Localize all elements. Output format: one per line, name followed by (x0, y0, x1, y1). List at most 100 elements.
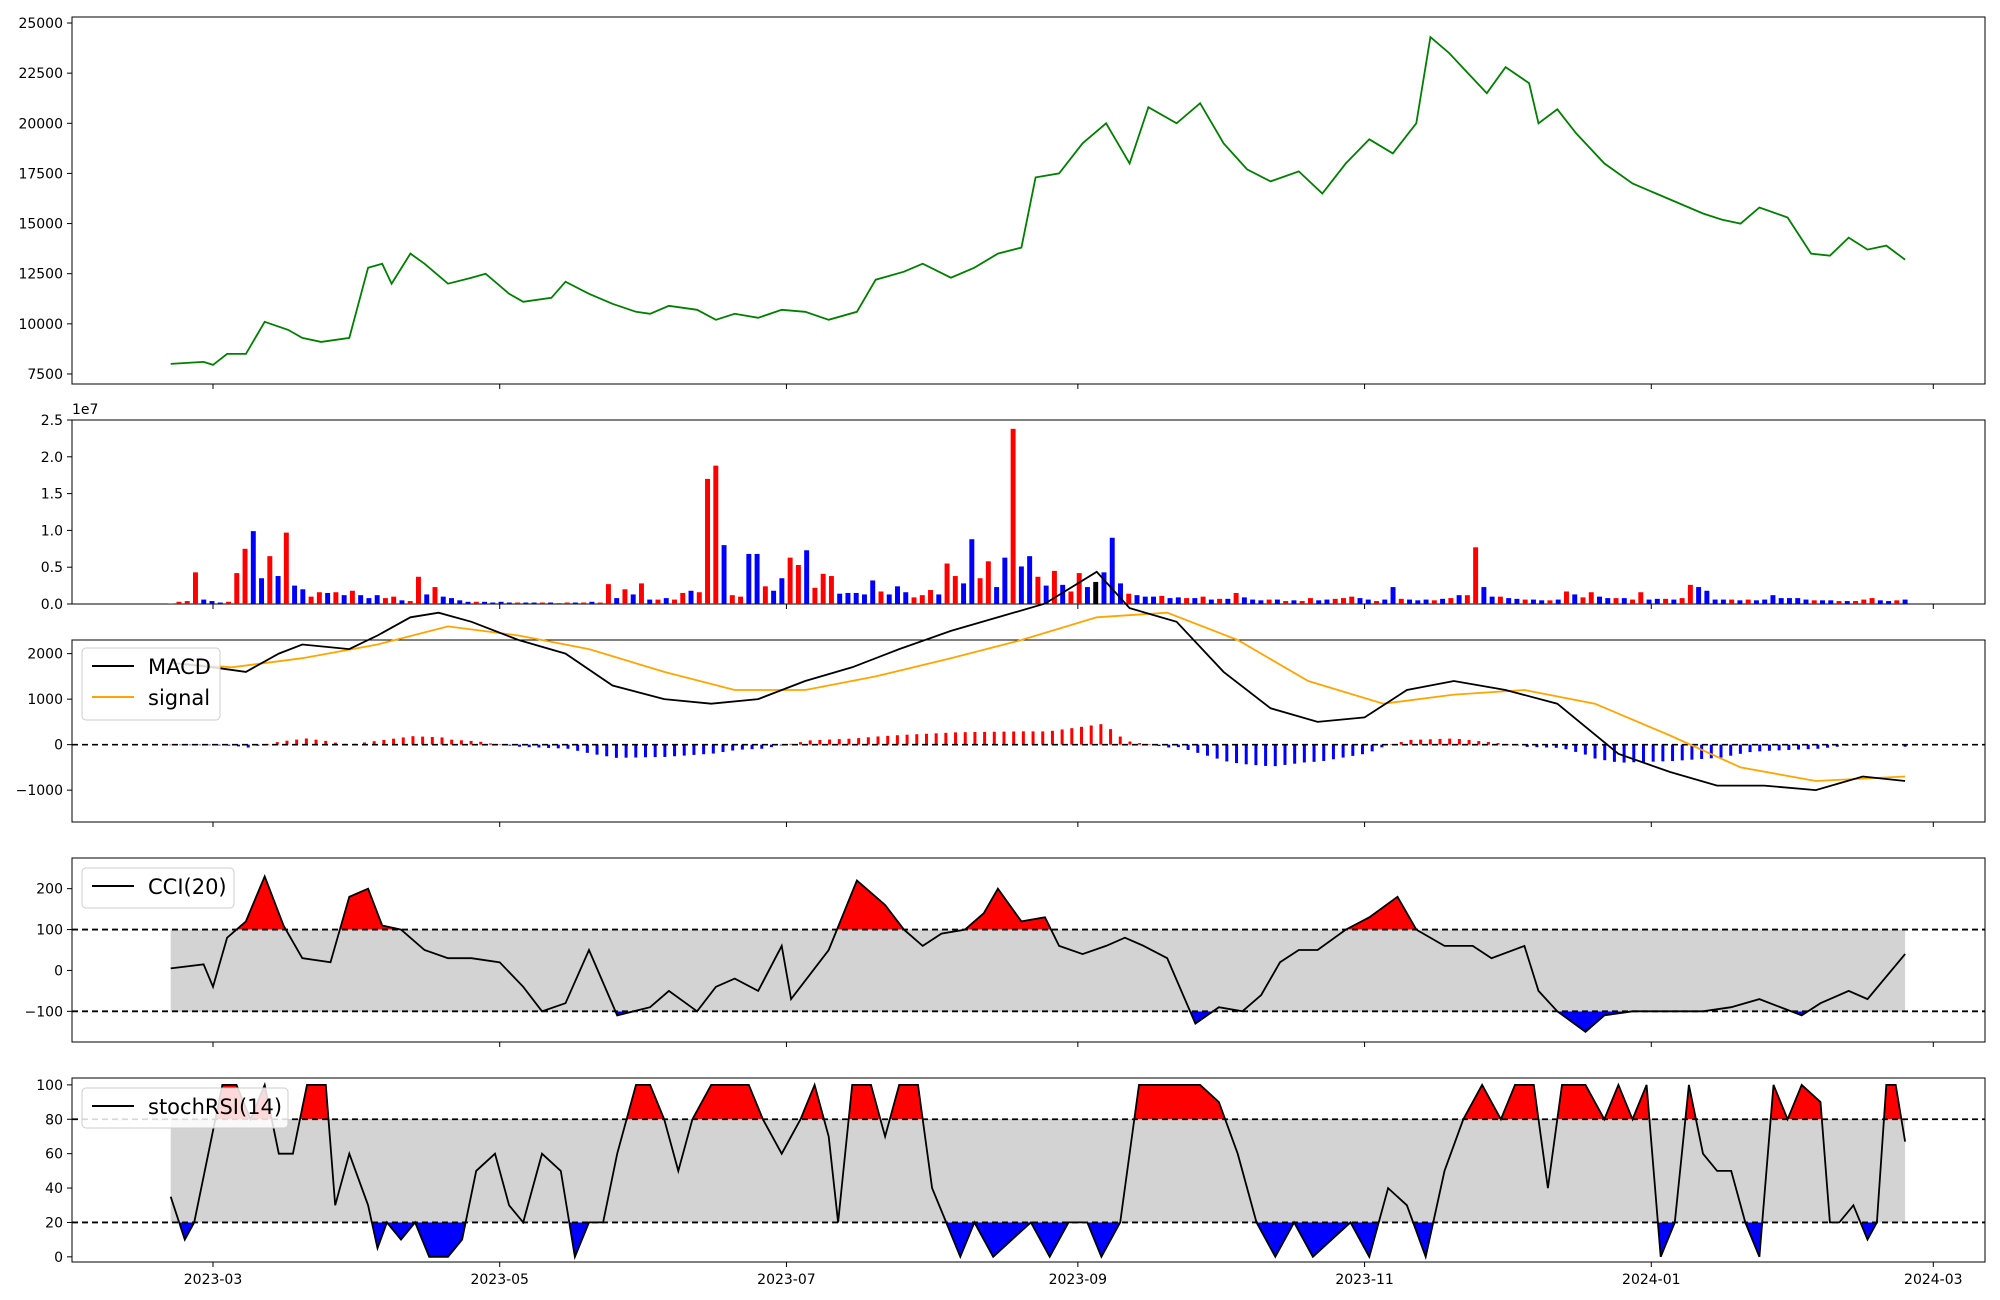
macd-frame (71, 639, 1986, 823)
volume-y-tick-label: 0.5 (41, 560, 63, 576)
cci-frame (71, 857, 1986, 1043)
volume-bar (226, 601, 231, 604)
cci-axes: −100 0 100 200 (25, 857, 1986, 1047)
macd-histogram-bar (1671, 744, 1675, 762)
macd-histogram-bar (886, 735, 890, 745)
volume-bar (1390, 587, 1396, 604)
volume-bar (193, 572, 198, 604)
macd-histogram-bar (566, 744, 570, 749)
volume-bar (1539, 600, 1545, 604)
macd-histogram-bar (198, 744, 202, 746)
macd-histogram-bar (1070, 728, 1074, 745)
volume-bar (1365, 599, 1371, 604)
macd-histogram-bar (169, 744, 173, 746)
volume-bar (1679, 598, 1685, 604)
macd-histogram-bar (411, 736, 415, 745)
volume-y-tick-label: 2.0 (41, 450, 63, 466)
macd-axes: −1000 0 1000 2000 (16, 639, 1986, 827)
volume-bar (374, 595, 380, 604)
volume-bar (705, 478, 711, 604)
stochrsi-y-tick-label: 100 (36, 1078, 63, 1094)
volume-bar (1151, 596, 1157, 604)
macd-histogram-bar (1186, 744, 1190, 750)
volume-bar (1547, 600, 1553, 604)
x-tick-label: 2023-03 (184, 1272, 243, 1288)
volume-bar (1051, 570, 1057, 604)
macd-histogram-bar (333, 742, 337, 745)
volume-bar (729, 595, 735, 604)
macd-histogram-bar (1709, 744, 1713, 759)
volume-bar (1671, 599, 1677, 604)
macd-histogram-bar (1545, 744, 1549, 748)
macd-histogram-bar (1254, 744, 1258, 766)
volume-bar (1704, 590, 1710, 604)
volume-bar (1886, 601, 1892, 604)
macd-histogram-bar (682, 744, 686, 756)
price-y-tick-label: 20000 (18, 116, 63, 132)
macd-histogram-bar (1021, 731, 1025, 745)
volume-bar (1258, 600, 1264, 604)
volume-bar (1778, 598, 1784, 604)
volume-bar (1316, 600, 1322, 604)
macd-histogram-bar (1457, 739, 1461, 745)
volume-bar (325, 592, 331, 604)
volume-bar (515, 602, 521, 604)
volume-bar (1572, 594, 1578, 604)
macd-histogram-bar (1215, 744, 1219, 759)
volume-bar (1869, 598, 1875, 604)
macd-y-tick-label: −1000 (16, 783, 63, 799)
macd-histogram-bar (595, 744, 599, 755)
volume-bar (688, 590, 694, 604)
volume-bar (1753, 600, 1759, 604)
macd-histogram-bar (1738, 744, 1742, 754)
macd-histogram-bar (760, 744, 764, 749)
volume-bar (1134, 595, 1140, 604)
volume-bar (969, 539, 975, 604)
macd-histogram-bar (1205, 744, 1209, 756)
volume-bar (837, 593, 843, 604)
macd-histogram-bar (362, 742, 366, 745)
volume-bar (804, 550, 810, 604)
volume-bar (424, 594, 430, 604)
macd-histogram-bar (1574, 744, 1578, 752)
volume-bar (787, 557, 793, 604)
macd-histogram-bar (614, 744, 618, 758)
volume-bar (1382, 599, 1388, 604)
volume-bar (1167, 598, 1173, 604)
macd-histogram-bar (314, 739, 318, 745)
macd-histogram-bar (905, 734, 909, 745)
volume-bar (1588, 592, 1594, 604)
volume-bar (415, 576, 421, 604)
volume-bar (234, 573, 240, 604)
macd-histogram-bar (324, 740, 328, 745)
macd-line (170, 570, 1906, 792)
stochrsi-legend: stochRSI(14) (81, 1087, 289, 1129)
volume-bar (1142, 596, 1148, 604)
volume-bar (440, 596, 446, 604)
cci-y-tick-label: −100 (25, 1004, 63, 1020)
macd-histogram-bar (1012, 731, 1016, 745)
volume-bar (341, 595, 347, 604)
volume-bar (1118, 583, 1123, 604)
macd-histogram-bar (1448, 738, 1452, 745)
volume-bar (663, 598, 669, 604)
macd-histogram-bar (1612, 744, 1616, 762)
x-tick-label: 2023-07 (757, 1272, 816, 1288)
volume-bar (1027, 556, 1033, 604)
volume-bar (1093, 581, 1099, 604)
volume-bar (903, 592, 909, 604)
macd-histogram-bar (1264, 744, 1268, 766)
macd-histogram-bar (643, 744, 647, 758)
volume-y-tick-label: 0.0 (41, 597, 63, 613)
cci-line (170, 873, 1906, 1033)
macd-histogram-bar (1341, 744, 1345, 758)
macd-histogram-bar (1700, 744, 1704, 759)
volume-bar (391, 596, 397, 604)
volume-bar (1522, 599, 1528, 604)
volume-bar (1431, 600, 1437, 604)
macd-histogram-bar (285, 740, 289, 745)
volume-bar (1068, 591, 1074, 604)
volume-bar (944, 563, 950, 604)
volume-bar (1696, 587, 1702, 604)
